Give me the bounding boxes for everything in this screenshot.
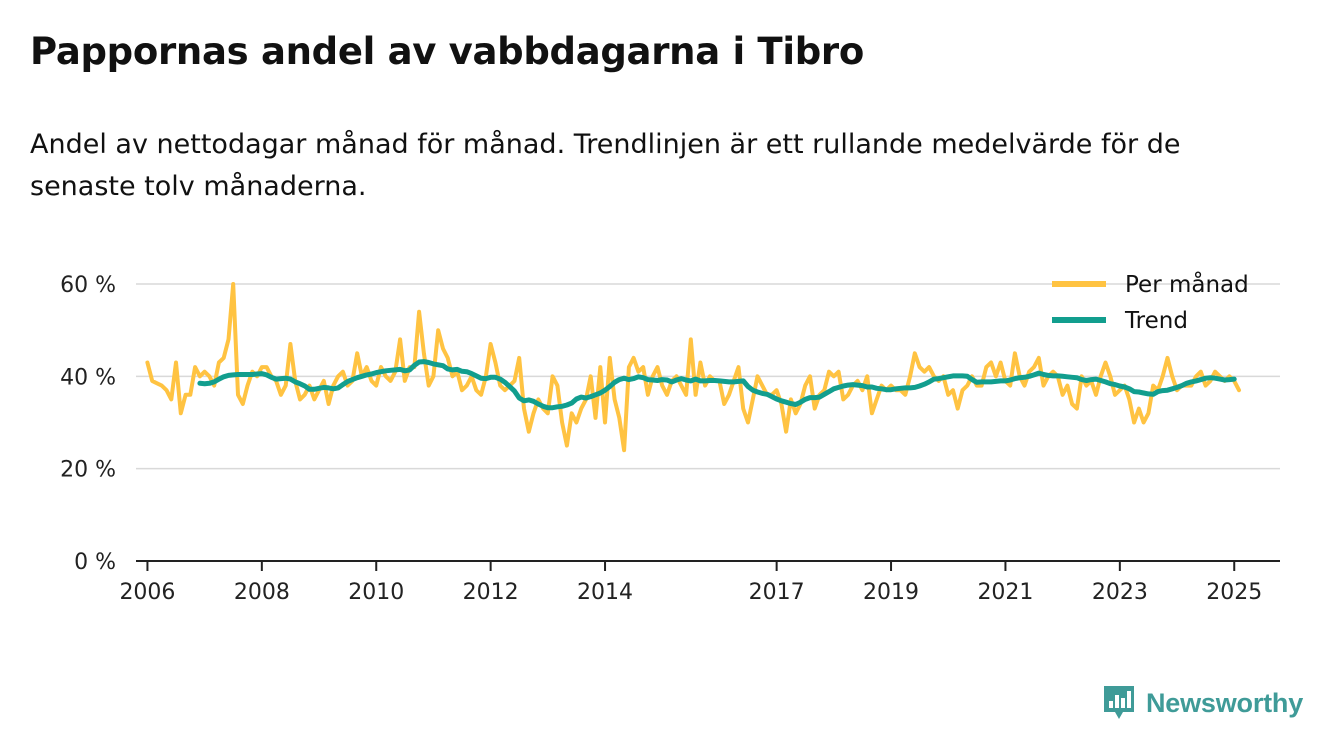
y-tick-label: 20 %: [60, 458, 116, 483]
newsworthy-logo-icon: [1104, 686, 1134, 719]
x-tick-label: 2008: [234, 580, 290, 605]
x-tick-label: 2017: [749, 580, 805, 605]
newsworthy-logo: Newsworthy: [1102, 684, 1303, 722]
x-tick-label: 2010: [348, 580, 404, 605]
y-tick-label: 60 %: [60, 273, 116, 298]
series-line-per-manad: [145, 282, 1241, 453]
chart-subtitle: Andel av nettodagar månad för månad. Tre…: [30, 129, 1181, 202]
x-axis-ticks: 2006 2008 2010 2012 2014 2017 2019 2021 2023 2025: [119, 560, 1280, 605]
y-axis-ticks: 0 % 20 % 40 % 60 %: [60, 273, 116, 575]
x-tick-label: 2023: [1092, 580, 1148, 605]
x-tick-label: 2014: [577, 580, 633, 605]
x-tick-label: 2025: [1206, 580, 1262, 605]
legend-label-trend: Trend: [1124, 308, 1188, 334]
series-lines: [145, 282, 1241, 453]
series-line-trend: [197, 359, 1237, 411]
x-tick-label: 2012: [463, 580, 519, 605]
y-tick-label: 0 %: [74, 550, 116, 575]
x-tick-label: 2019: [863, 580, 919, 605]
y-tick-label: 40 %: [60, 365, 116, 390]
x-tick-label: 2006: [119, 580, 175, 605]
x-tick-label: 2021: [977, 580, 1033, 605]
newsworthy-logo-text: Newsworthy: [1146, 687, 1304, 718]
legend: Per månad Trend: [1052, 270, 1249, 334]
legend-label-per-manad: Per månad: [1125, 270, 1249, 298]
chart-title: Pappornas andel av vabbdagarna i Tibro: [30, 30, 864, 73]
